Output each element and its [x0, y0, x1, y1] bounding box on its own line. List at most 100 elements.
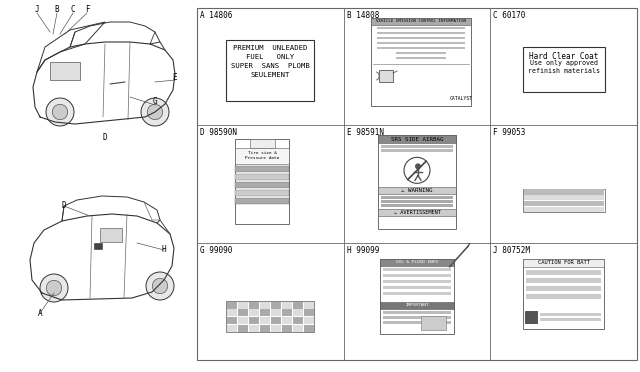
Circle shape: [40, 274, 68, 302]
Bar: [378, 187, 456, 194]
Bar: [227, 301, 314, 332]
Text: Pressure data: Pressure data: [245, 156, 280, 160]
Bar: [377, 47, 465, 49]
Bar: [526, 294, 601, 299]
Bar: [524, 195, 604, 201]
Bar: [50, 62, 80, 80]
Bar: [526, 286, 601, 291]
Text: C 60170: C 60170: [493, 11, 525, 20]
Text: VEHICLE EMISSION CONTROL INFORMATION: VEHICLE EMISSION CONTROL INFORMATION: [376, 19, 466, 23]
Circle shape: [141, 98, 169, 126]
Bar: [249, 302, 259, 309]
Bar: [381, 196, 453, 199]
Text: PREMIUM  UNLEADED: PREMIUM UNLEADED: [233, 45, 308, 51]
Circle shape: [146, 272, 174, 300]
Text: A 14806: A 14806: [200, 11, 232, 20]
Text: Hard Clear Coat: Hard Clear Coat: [529, 52, 598, 61]
Bar: [293, 309, 303, 316]
Bar: [383, 316, 451, 319]
Text: SUPER  SANS  PLOMB: SUPER SANS PLOMB: [231, 63, 310, 69]
Bar: [383, 321, 451, 324]
Text: Use only approved: Use only approved: [530, 60, 598, 66]
Bar: [227, 302, 237, 309]
Bar: [271, 324, 281, 331]
Bar: [524, 207, 604, 212]
Text: E 98591N: E 98591N: [347, 128, 383, 137]
Bar: [396, 57, 446, 59]
Bar: [271, 317, 281, 324]
Bar: [282, 302, 292, 309]
Bar: [249, 317, 259, 324]
Bar: [383, 268, 451, 271]
Bar: [396, 52, 446, 54]
Text: J: J: [35, 6, 39, 15]
Bar: [304, 302, 314, 309]
Bar: [381, 145, 453, 148]
Circle shape: [46, 280, 61, 296]
Text: B: B: [54, 6, 60, 15]
Bar: [249, 324, 259, 331]
Bar: [381, 201, 453, 203]
Bar: [524, 201, 604, 206]
Bar: [260, 309, 270, 316]
Bar: [420, 316, 446, 330]
Circle shape: [415, 163, 421, 169]
Bar: [371, 18, 471, 106]
Bar: [293, 324, 303, 331]
Bar: [377, 32, 465, 34]
Bar: [282, 317, 292, 324]
Bar: [236, 182, 289, 188]
Text: FUEL   ONLY: FUEL ONLY: [246, 54, 294, 60]
Bar: [380, 259, 454, 266]
Circle shape: [46, 98, 74, 126]
Bar: [304, 317, 314, 324]
Bar: [227, 309, 237, 316]
Bar: [260, 324, 270, 331]
Bar: [523, 189, 605, 212]
Text: OIL & FLUID INFO: OIL & FLUID INFO: [396, 260, 438, 264]
Bar: [383, 280, 451, 283]
Bar: [523, 47, 605, 92]
Bar: [380, 259, 454, 334]
Bar: [378, 135, 456, 143]
Bar: [378, 209, 456, 217]
Bar: [526, 278, 601, 283]
Bar: [378, 135, 456, 229]
Text: E: E: [173, 73, 177, 81]
Bar: [100, 228, 122, 242]
Bar: [236, 190, 289, 196]
Text: C: C: [70, 6, 76, 15]
Text: ⚠ WARNING: ⚠ WARNING: [401, 188, 433, 193]
Bar: [383, 274, 451, 277]
Bar: [249, 309, 259, 316]
Bar: [383, 311, 451, 314]
Bar: [236, 166, 289, 172]
Circle shape: [147, 104, 163, 120]
Text: Tire size &: Tire size &: [248, 151, 276, 155]
Bar: [377, 27, 465, 29]
Bar: [238, 324, 248, 331]
Text: ⚠ AVERTISSEMENT: ⚠ AVERTISSEMENT: [394, 210, 440, 215]
Bar: [293, 302, 303, 309]
Bar: [293, 317, 303, 324]
Text: SRS SIDE AIRBAG: SRS SIDE AIRBAG: [391, 137, 444, 142]
Bar: [197, 8, 637, 360]
Text: H 99099: H 99099: [347, 246, 379, 255]
Circle shape: [152, 278, 168, 294]
Bar: [260, 302, 270, 309]
Text: D: D: [102, 132, 108, 141]
Text: refinish materials: refinish materials: [527, 68, 600, 74]
Bar: [524, 259, 604, 329]
Bar: [525, 311, 538, 323]
Bar: [540, 313, 601, 316]
Bar: [238, 302, 248, 309]
Bar: [271, 302, 281, 309]
Bar: [381, 149, 453, 152]
Bar: [540, 318, 601, 321]
Bar: [238, 309, 248, 316]
Bar: [236, 174, 289, 180]
Text: CAUTION FOR BATT: CAUTION FOR BATT: [538, 260, 589, 265]
Bar: [524, 189, 604, 195]
Text: A: A: [38, 308, 42, 317]
Text: IMPORTANT: IMPORTANT: [405, 303, 429, 307]
